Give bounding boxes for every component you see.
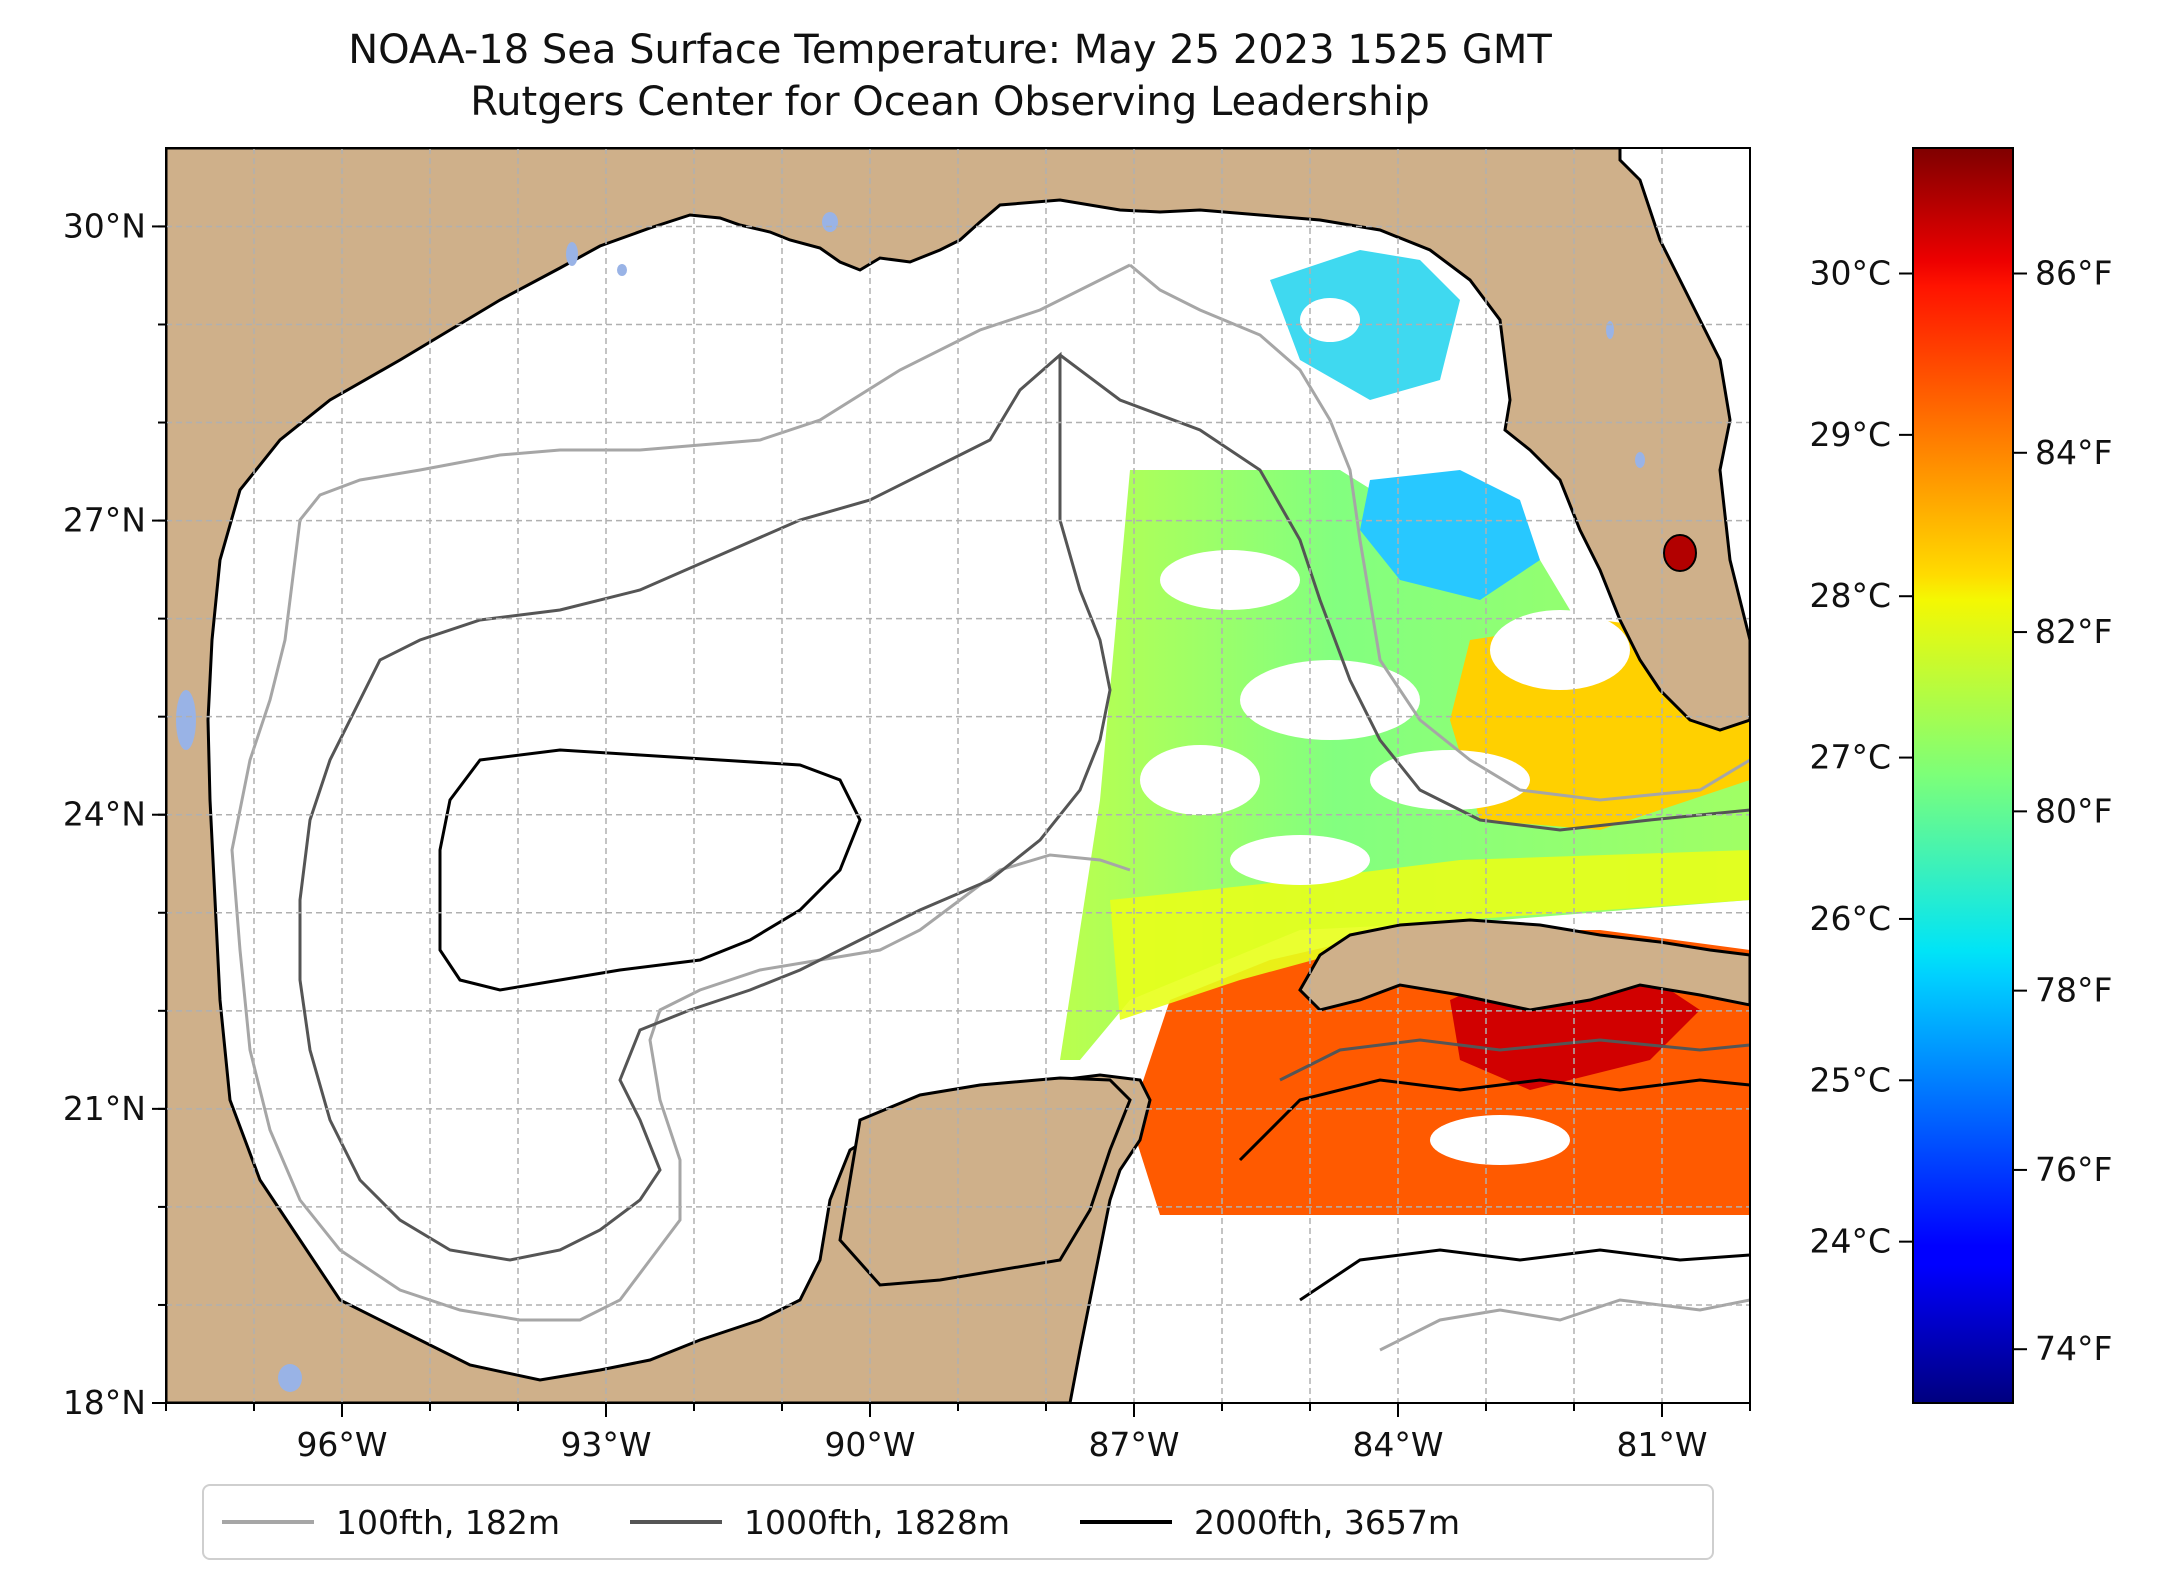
lon-tick-label: 87°W [1088,1425,1179,1464]
lon-tick-label: 84°W [1352,1425,1443,1464]
lake [176,690,196,750]
lon-tick-label: 96°W [296,1425,387,1464]
colorbar [1912,147,2014,1404]
lake-okeechobee [1663,534,1697,572]
title-line-2: Rutgers Center for Ocean Observing Leade… [470,79,1430,125]
celsius-tick-label: 28°C [1809,576,1891,615]
celsius-tick-label: 25°C [1809,1060,1891,1099]
lon-axis: 96°W 93°W 90°W 87°W 84°W 81°W [165,1403,1751,1464]
contour-100fth [230,263,1131,1322]
fahrenheit-tick-label: 76°F [2035,1150,2112,1189]
map-panel [166,148,1750,1403]
gridlines [166,148,1750,1403]
celsius-tick-label: 27°C [1809,738,1891,777]
legend-item-100fth: 100fth, 182m [222,1503,560,1542]
cloud-gap [1240,660,1420,740]
title-line-1: NOAA-18 Sea Surface Temperature: May 25 … [348,27,1552,73]
contour-caribbean [1238,1078,1750,1162]
contour-1000fth-east [1059,353,1750,832]
cloud-gap [1300,298,1360,342]
celsius-tick-label: 29°C [1809,415,1891,454]
legend-label: 2000fth, 3657m [1193,1502,1460,1542]
legend-label: 1000fth, 1828m [744,1502,1010,1542]
sst-swath-bigbend-cool [1360,470,1540,600]
celsius-tick-label: 26°C [1809,899,1891,938]
fahrenheit-tick-label: 84°F [2035,433,2112,472]
lat-tick-label: 30°N [63,206,146,245]
lon-tick-label: 90°W [824,1425,915,1464]
contour-caribbean-4 [1379,1298,1750,1352]
legend-item-1000fth: 1000fth, 1828m [630,1503,1010,1542]
cloud-gap [1370,750,1530,810]
lake [566,242,578,266]
lon-tick-label: 93°W [560,1425,651,1464]
celsius-tick-label: 24°C [1809,1222,1891,1261]
contour-100fth-east [1129,263,1750,802]
fahrenheit-tick-label: 86°F [2035,254,2112,293]
cloud-gap [1140,745,1260,815]
contour-1000fth [298,351,1112,1262]
lon-tick-label: 81°W [1616,1425,1707,1464]
fahrenheit-tick-label: 74°F [2035,1329,2112,1368]
land-yucatan [838,1076,1132,1287]
lat-tick-label: 18°N [63,1383,146,1422]
lat-tick-label: 24°N [63,795,146,834]
celsius-tick-label: 30°C [1809,254,1891,293]
legend-swatch [222,1520,314,1524]
lat-tick-label: 21°N [63,1089,146,1128]
lat-axis: 30°N 27°N 24°N 21°N 18°N [63,206,166,1422]
contour-legend: 100fth, 182m 1000fth, 1828m 2000fth, 365… [202,1484,1714,1560]
contour-caribbean-2 [1279,1038,1750,1082]
cloud-gap [1230,835,1370,885]
fahrenheit-tick-label: 80°F [2035,791,2112,830]
lake [278,1364,302,1392]
lat-tick-label: 27°N [63,501,146,540]
land-cuba [1298,918,1750,1012]
lake [822,212,838,232]
colorbar-fahrenheit-axis: 86°F 84°F 82°F 80°F 78°F 76°F 74°F [2013,254,2112,1368]
lake [1606,321,1614,339]
cloud-gap [1430,1115,1570,1165]
legend-item-2000fth: 2000fth, 3657m [1079,1502,1460,1542]
legend-label: 100fth, 182m [336,1502,560,1542]
lake [1635,452,1645,468]
sst-swath-yellow-band [1110,850,1750,1020]
lake [617,264,627,276]
contour-caribbean-3 [1299,1248,1750,1302]
bathymetry-contours [230,263,1750,1352]
cloud-gap [1490,610,1630,690]
sst-swath-northeast-cool [1270,250,1460,400]
legend-swatch [630,1520,722,1524]
legend-swatch [1079,1520,1172,1524]
colorbar-celsius-axis: 30°C 29°C 28°C 27°C 26°C 25°C 24°C [1809,254,1913,1261]
cloud-gap [1160,550,1300,610]
map-title: NOAA-18 Sea Surface Temperature: May 25 … [0,24,1900,128]
fahrenheit-tick-label: 82°F [2035,612,2112,651]
fahrenheit-tick-label: 78°F [2035,971,2112,1010]
contour-2000fth [438,748,862,992]
